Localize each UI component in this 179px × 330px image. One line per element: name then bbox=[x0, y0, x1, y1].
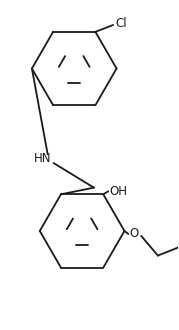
Text: Cl: Cl bbox=[115, 17, 127, 30]
Text: HN: HN bbox=[34, 151, 51, 165]
Text: OH: OH bbox=[109, 185, 127, 198]
Text: O: O bbox=[129, 227, 139, 241]
